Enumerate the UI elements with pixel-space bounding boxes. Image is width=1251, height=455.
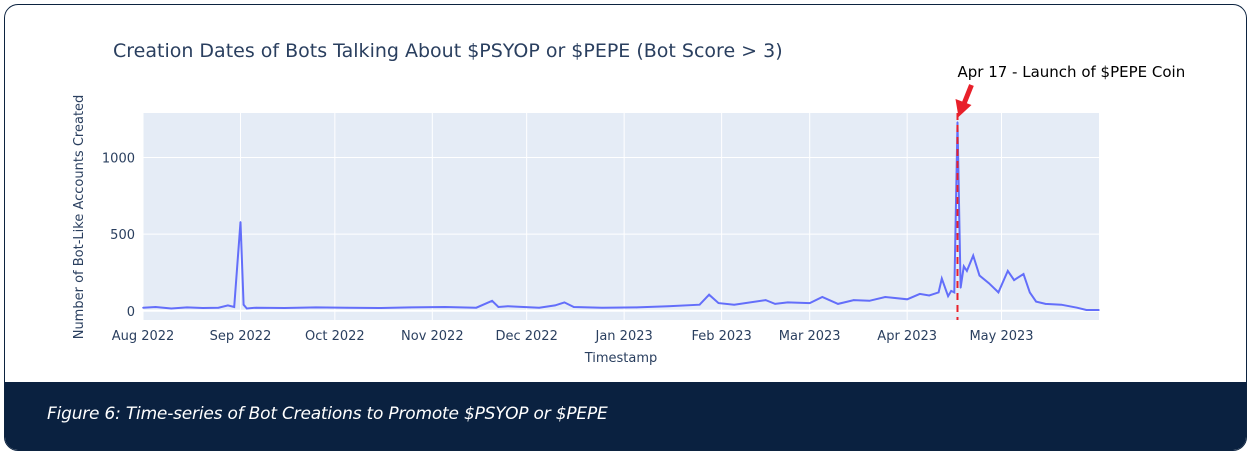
y-tick-label: 1000 <box>102 151 135 166</box>
data-point <box>698 303 701 306</box>
data-point <box>717 302 720 304</box>
data-point <box>1098 309 1100 311</box>
data-point <box>1085 309 1088 311</box>
data-point <box>786 301 789 304</box>
data-point <box>538 306 540 309</box>
arrow-shaft <box>961 84 974 106</box>
x-tick-labels: Aug 2022 Sep 2022 Oct 2022 Nov 2022 Dec 2022… <box>112 329 1034 344</box>
data-point <box>966 270 968 272</box>
grid <box>142 113 1099 320</box>
data-point <box>956 121 959 123</box>
data-point <box>255 306 257 309</box>
data-point <box>906 298 908 301</box>
x-tick-label: Mar 2023 <box>779 329 841 344</box>
x-tick-label: Feb 2023 <box>692 329 752 344</box>
data-point <box>947 295 949 298</box>
data-point <box>1044 303 1047 305</box>
x-axis-label: Timestamp <box>584 351 658 366</box>
data-point <box>573 306 575 308</box>
x-tick-label: Dec 2022 <box>495 329 557 344</box>
data-point <box>1022 273 1025 275</box>
x-tick-label: Jan 2023 <box>595 329 653 344</box>
data-point <box>963 265 965 268</box>
data-point <box>868 300 871 302</box>
data-point <box>635 306 638 309</box>
x-tick-label: Nov 2022 <box>401 329 464 344</box>
data-point <box>959 287 962 289</box>
data-point <box>346 306 349 309</box>
data-point <box>233 306 235 308</box>
data-point <box>764 299 767 301</box>
data-point <box>497 306 500 308</box>
data-point <box>852 299 855 301</box>
data-point <box>186 306 188 309</box>
data-point <box>937 291 940 294</box>
data-point <box>242 303 245 306</box>
data-point <box>978 274 981 277</box>
data-point <box>774 303 776 305</box>
arrow-head <box>955 99 972 117</box>
data-point <box>884 296 886 298</box>
y-axis-label: Number of Bot-Like Accounts Created <box>72 95 87 340</box>
chart: Creation Dates of Bots Talking About $PS… <box>72 40 1185 366</box>
data-point <box>708 293 710 296</box>
data-point <box>170 307 173 310</box>
data-point <box>246 307 248 310</box>
data-point <box>808 302 811 304</box>
data-point <box>378 307 380 309</box>
x-tick-label: Sep 2022 <box>210 329 272 344</box>
data-point <box>837 303 839 305</box>
data-point <box>941 277 943 280</box>
chart-title: Creation Dates of Bots Talking About $PS… <box>113 40 783 62</box>
data-point <box>821 296 824 298</box>
data-point <box>972 254 974 257</box>
data-point <box>928 294 930 297</box>
data-point <box>950 290 952 292</box>
series-points <box>142 121 1100 311</box>
data-point <box>217 306 220 309</box>
annotation-arrow <box>955 84 974 117</box>
data-point <box>667 305 669 308</box>
annotation-text: Apr 17 - Launch of $PEPE Coin <box>957 63 1185 81</box>
y-tick-label: 0 <box>127 305 135 320</box>
data-point <box>444 306 446 308</box>
x-tick-label: May 2023 <box>969 329 1033 344</box>
data-point <box>142 306 144 309</box>
data-point <box>1035 300 1037 303</box>
x-tick-label: Aug 2022 <box>112 329 175 344</box>
y-tick-labels: 0 500 1000 <box>102 151 135 319</box>
data-point <box>919 293 921 295</box>
data-point <box>554 304 556 307</box>
data-point <box>409 306 412 309</box>
data-point <box>1060 303 1063 306</box>
figure-frame: Creation Dates of Bots Talking About $PS… <box>4 4 1247 451</box>
y-tick-label: 500 <box>110 228 135 243</box>
data-point <box>563 301 566 304</box>
series-line <box>142 122 1099 311</box>
data-point <box>1007 270 1009 272</box>
data-point <box>202 307 204 309</box>
data-point <box>491 300 493 302</box>
data-point <box>953 291 956 294</box>
caption-bar: Figure 6: Time-series of Bot Creations t… <box>5 382 1246 450</box>
data-point <box>1013 279 1015 281</box>
data-point <box>283 307 286 309</box>
data-point <box>475 306 478 309</box>
data-point <box>227 304 229 307</box>
data-point <box>315 306 317 309</box>
data-point <box>988 282 990 285</box>
data-point <box>1076 306 1078 309</box>
x-tick-label: Apr 2023 <box>877 329 937 344</box>
data-point <box>154 306 157 308</box>
data-point <box>1029 291 1031 294</box>
data-point <box>507 305 509 308</box>
data-point <box>239 221 242 223</box>
x-tick-label: Oct 2022 <box>305 329 365 344</box>
data-point <box>733 303 735 306</box>
data-point <box>601 306 603 309</box>
data-point <box>997 291 1000 294</box>
figure-caption: Figure 6: Time-series of Bot Creations t… <box>47 404 608 424</box>
